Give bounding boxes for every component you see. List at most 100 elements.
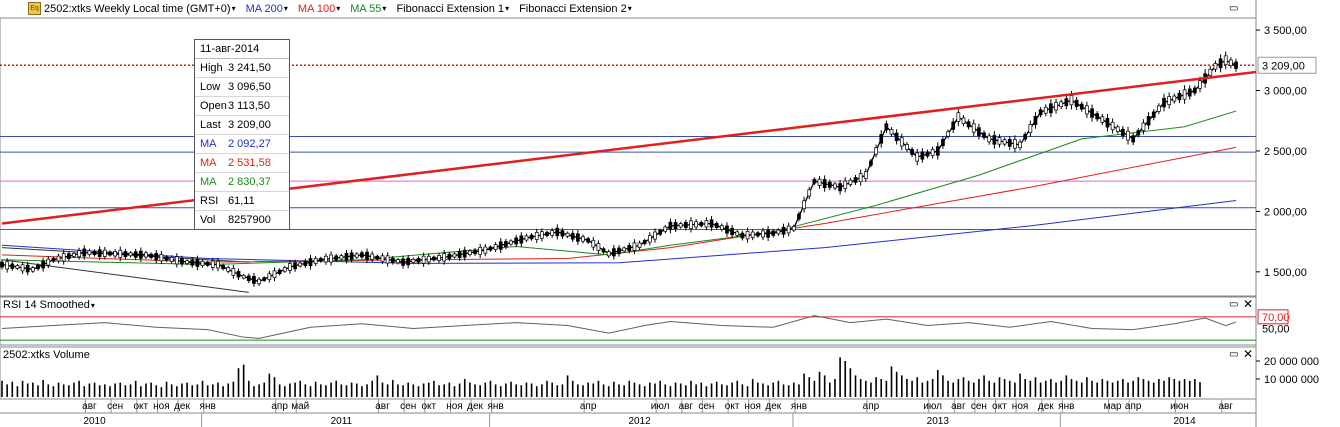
candle-body: [1049, 103, 1053, 114]
study-fib-extension-1[interactable]: Fibonacci Extension 1 ▾: [396, 3, 509, 15]
candle-body: [41, 260, 45, 269]
candle-body: [925, 151, 930, 157]
maximize-pane-icon[interactable]: ▭: [1229, 349, 1239, 360]
candle-body: [977, 127, 981, 136]
study-fib-extension-2[interactable]: Fibonacci Extension 2 ▾: [519, 3, 632, 15]
tooltip-value: 8257900: [228, 214, 271, 226]
candle-body: [468, 250, 472, 256]
candle-body: [709, 219, 714, 228]
candle-body: [704, 220, 709, 228]
study-ma100[interactable]: MA 100 ▾: [298, 3, 340, 15]
close-pane-icon[interactable]: ✕: [1243, 297, 1254, 311]
candle-body: [822, 179, 827, 189]
candle-body: [797, 213, 801, 220]
candle-body: [25, 264, 30, 273]
candle-body: [617, 247, 621, 255]
candle-body: [961, 117, 966, 124]
candle-body: [1079, 103, 1084, 110]
month-label: янв: [487, 401, 503, 412]
close-pane-icon[interactable]: ✕: [1243, 347, 1254, 361]
candle-body: [951, 121, 956, 130]
candle-body: [586, 238, 591, 243]
month-label: июн: [1170, 401, 1189, 412]
volume-pane-title[interactable]: 2502:xtks Volume: [3, 349, 90, 361]
candle-body: [581, 236, 585, 242]
rsi-title-label: RSI 14 Smoothed: [3, 299, 90, 311]
candle-body: [190, 259, 195, 266]
candle-body: [498, 241, 503, 250]
candle-body: [257, 278, 261, 285]
candle-body: [46, 258, 51, 266]
tooltip-label: MA: [200, 176, 217, 188]
candle-body: [262, 277, 267, 281]
candle-body: [1182, 89, 1187, 100]
rsi-pane-title[interactable]: RSI 14 Smoothed▾: [3, 299, 95, 311]
candle-body: [1007, 139, 1012, 147]
candle-body: [905, 144, 909, 150]
candle-body: [411, 258, 416, 264]
maximize-pane-icon[interactable]: ▭: [1229, 299, 1239, 310]
candle-body: [930, 149, 935, 156]
candle-body: [231, 268, 236, 276]
candle-body: [272, 270, 277, 278]
tooltip-row: MA 2 092,27: [195, 135, 289, 154]
dropdown-arrow-icon: ▾: [505, 4, 510, 13]
candle-body: [1126, 130, 1130, 141]
candle-body: [1208, 68, 1213, 76]
dropdown-arrow-icon: ▾: [382, 4, 387, 13]
candle-body: [360, 252, 364, 258]
month-label: май: [291, 401, 309, 412]
tooltip-label: High: [200, 62, 223, 74]
candle-body: [591, 239, 596, 248]
tooltip-label: Low: [200, 81, 221, 93]
candle-body: [807, 189, 812, 197]
candle-body: [1110, 121, 1115, 131]
tooltip-value: 2 092,27: [228, 138, 271, 150]
candle-body: [935, 146, 940, 156]
tooltip-value: 3 209,00: [228, 119, 271, 131]
dropdown-arrow-icon: ▾: [283, 4, 288, 13]
candle-body: [658, 230, 662, 235]
candle-body: [653, 231, 657, 240]
candle-body: [1162, 97, 1166, 108]
month-label: сен: [107, 401, 123, 412]
maximize-pane-icon[interactable]: ▭: [1229, 3, 1239, 14]
candle-body: [540, 231, 544, 239]
candle-body: [725, 225, 729, 234]
candle-body: [1131, 135, 1136, 143]
candle-body: [380, 255, 385, 262]
candle-body: [920, 151, 925, 160]
candle-body: [848, 179, 853, 185]
candle-body: [102, 249, 107, 257]
candle-body: [884, 123, 889, 131]
candle-body: [971, 123, 976, 133]
y-tick-label: 2 000,00: [1264, 206, 1307, 218]
price-pane-frame: [0, 17, 1257, 297]
study-ma200[interactable]: MA 200 ▾: [246, 3, 288, 15]
trendline: [1, 70, 1257, 225]
candle-body: [1018, 141, 1022, 149]
candle-body: [1054, 102, 1058, 111]
candle-body: [210, 260, 215, 268]
rsi-line: [1, 315, 1237, 339]
symbol-menu[interactable]: Eq 2502:xtks Weekly Local time (GMT+0) ▾: [0, 2, 236, 15]
candle-body: [1157, 105, 1161, 112]
candle-body: [293, 262, 297, 270]
candle-body: [1213, 63, 1218, 70]
candle-body: [1229, 59, 1233, 66]
candle-body: [694, 221, 698, 228]
candle-body: [66, 253, 71, 259]
month-label: апр: [1125, 401, 1142, 412]
candle-body: [668, 221, 673, 230]
candle-body: [776, 229, 781, 235]
candle-body: [246, 275, 251, 281]
moving-average-line: [1, 110, 1237, 266]
candle-body: [570, 232, 575, 240]
candle-body: [992, 135, 997, 145]
candle-body: [874, 147, 878, 155]
study-ma55[interactable]: MA 55 ▾: [350, 3, 386, 15]
candle-body: [1069, 95, 1074, 106]
month-label: янв: [1058, 401, 1074, 412]
month-label: авг: [82, 401, 97, 412]
